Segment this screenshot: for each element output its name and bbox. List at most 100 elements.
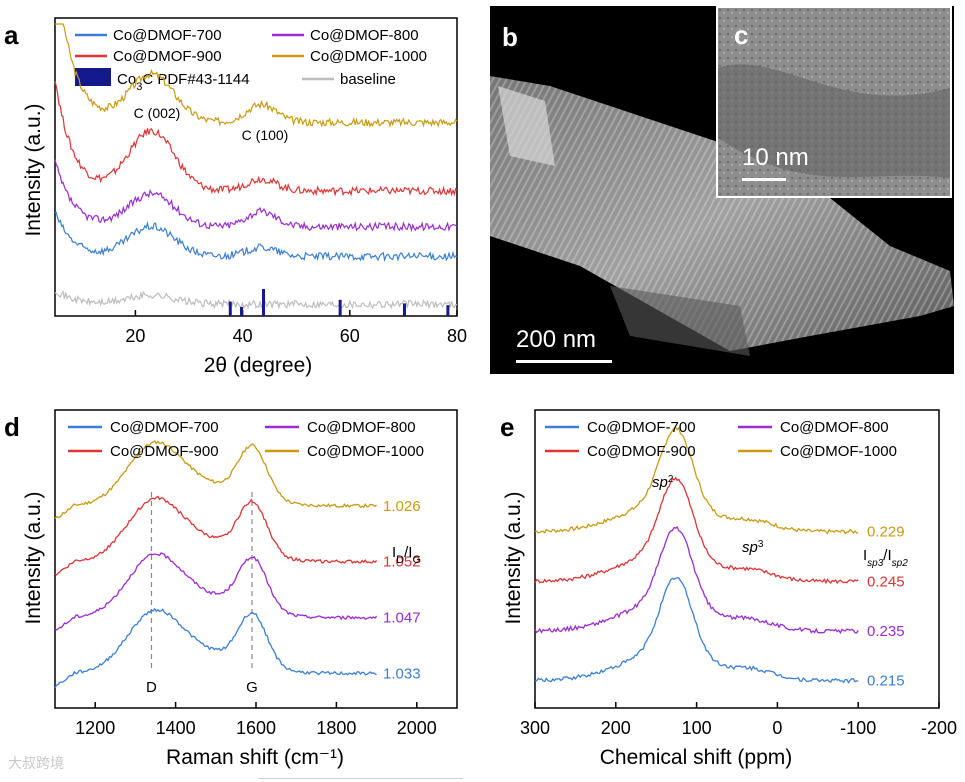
panel-d-legend-label: Co@DMOF-800 (307, 419, 416, 436)
panel-a-series-line (55, 23, 458, 128)
panel-a-co3c-reference-bar (338, 299, 342, 316)
panel-e-letter: e (500, 412, 514, 442)
panel-a-co3c-reference-bar (402, 303, 406, 316)
panel-d-series-line (54, 607, 377, 689)
panel-a-legend: Co@DMOF-700 Co@DMOF-800 Co@DMOF-900 Co@DMOF… (75, 27, 427, 93)
panel-e-x-axis-label: Chemical shift (ppm) (600, 746, 793, 769)
panel-d-y-axis-label: Intensity (a.u.) (22, 491, 45, 624)
panel-d-legend-label: Co@DMOF-900 (110, 443, 219, 460)
panel-a-x-tick-label: 80 (447, 326, 467, 346)
panel-e-annotation-sp3: sp3 (742, 539, 764, 557)
panel-d-ratio-value: 1.047 (383, 610, 421, 627)
panel-a-series-line (54, 81, 458, 197)
panel-c-hrtem-inset: c 10 nm (716, 6, 952, 198)
panel-d-ratio-value: 1.033 (383, 665, 421, 682)
panel-a-series-line (54, 289, 458, 310)
ratio-title-sub: G (412, 554, 421, 566)
panel-e-annotation-sp2: sp2 (652, 474, 674, 492)
panel-e-series-line (535, 577, 859, 684)
panel-a-series-line (54, 159, 458, 233)
panel-b-scale-bar (516, 360, 612, 363)
panel-e-x-tick-label: -200 (921, 718, 957, 738)
panel-e-legend-label: Co@DMOF-700 (587, 419, 696, 436)
panel-d-ratio-value: 1.052 (383, 554, 421, 571)
panel-e-plot-area: 300 200 100 0 -100 -200 0.229 0.245 0.235 0.215 sp… (520, 409, 957, 738)
ratio-title-part: /I (404, 544, 412, 561)
panel-a-co3c-reference-bar (240, 307, 244, 316)
rod-lower-branch (610, 286, 750, 356)
legend-co3c-swatch (75, 68, 111, 86)
panel-d-ratio-title: ID/IG (392, 544, 421, 566)
panel-d-x-tick-label: 2000 (397, 718, 437, 738)
ratio-title-part: /I (883, 547, 891, 564)
panel-a-co3c-reference-bar (262, 289, 266, 316)
panel-e-ratio-value: 0.215 (867, 673, 905, 690)
panel-d-series-line (54, 439, 378, 519)
panel-c-letter: c (734, 20, 749, 50)
panel-e-series-line (534, 526, 859, 635)
ratio-title-part: I (392, 544, 396, 561)
legend-label-co3c: Co3C PDF#43-1144 (117, 71, 250, 93)
panel-b-scale-label: 200 nm (516, 326, 597, 353)
panel-e-x-tick-label: 0 (772, 718, 782, 738)
panel-a-x-axis-label: 2θ (degree) (204, 354, 313, 377)
panel-e-x-tick-label: 100 (682, 718, 712, 738)
panel-d-series-line (54, 495, 378, 576)
panel-e-x-tick-label: 300 (520, 718, 550, 738)
legend-label: Co@DMOF-800 (310, 27, 419, 44)
annotation-sup: 2 (668, 474, 674, 485)
annotation-part: sp (742, 539, 758, 556)
panel-a-plot-area: 20 40 60 80 C (002) C (100) (54, 17, 467, 346)
panel-e-x-tick-label: -100 (840, 718, 876, 738)
panel-c-scale-label: 10 nm (742, 144, 809, 171)
ratio-title-sub: sp2 (892, 558, 909, 569)
panel-e-ratio-value: 0.245 (867, 573, 905, 590)
panel-a-frame (54, 17, 458, 317)
panel-e-frame (534, 409, 940, 709)
panel-e-nmr-chart: e 300 200 100 0 -100 -200 0.229 0.245 0.235 0.215… (500, 409, 957, 769)
panel-d-series-line (54, 552, 378, 631)
panel-a-series-line (54, 211, 458, 263)
watermark-text: 大叔跨境 (8, 755, 64, 771)
panel-d-x-tick-label: 1600 (236, 718, 276, 738)
annotation-part: sp (652, 474, 668, 491)
panel-d-letter: d (4, 412, 20, 442)
panel-a-x-tick-label: 60 (340, 326, 360, 346)
panel-a-annotation-c002: C (002) (134, 105, 181, 121)
panel-b-nanorod-bundle-picture (490, 76, 954, 356)
ratio-title-sub: sp3 (867, 558, 884, 569)
panel-d-ratio-value: 1.026 (383, 498, 421, 515)
panel-a-y-axis-label: Intensity (a.u.) (22, 103, 45, 236)
rod-bright-tip (498, 86, 555, 166)
panel-e-ratio-title: Isp3/Isp2 (863, 547, 908, 569)
panel-d-legend-label: Co@DMOF-700 (110, 419, 219, 436)
panel-d-x-axis-label: Raman shift (cm⁻¹) (166, 746, 344, 769)
panel-d-x-tick-label: 1200 (75, 718, 115, 738)
panel-a-annotation-c100: C (100) (242, 127, 289, 143)
panel-d-band-label-g: G (246, 679, 258, 696)
panel-e-legend-label: Co@DMOF-800 (780, 419, 889, 436)
panel-e-series-line (534, 476, 859, 585)
panel-c-lattice-picture (718, 8, 950, 196)
panel-d-x-tick-label: 1800 (316, 718, 356, 738)
ratio-title-sub: D (396, 554, 404, 566)
legend-label: Co@DMOF-900 (113, 48, 222, 65)
panel-e-y-axis-label: Intensity (a.u.) (502, 491, 525, 624)
legend-co3c-part: C PDF#43-1144 (142, 71, 249, 88)
ratio-title-part: I (863, 547, 867, 564)
panel-a-x-tick-label: 20 (125, 326, 145, 346)
panel-e-legend-label: Co@DMOF-900 (587, 443, 696, 460)
panel-a-co3c-reference-bar (228, 301, 232, 316)
panel-e-series-line (534, 426, 859, 535)
panel-e-ratio-value: 0.235 (867, 623, 905, 640)
legend-co3c-subscript: 3 (136, 81, 142, 93)
panel-e-legend-label: Co@DMOF-1000 (780, 443, 897, 460)
panel-d-legend-label: Co@DMOF-1000 (307, 443, 424, 460)
panel-e-ratio-value: 0.229 (867, 524, 905, 541)
panel-a-letter: a (4, 20, 19, 50)
panel-a-x-tick-label: 40 (233, 326, 253, 346)
